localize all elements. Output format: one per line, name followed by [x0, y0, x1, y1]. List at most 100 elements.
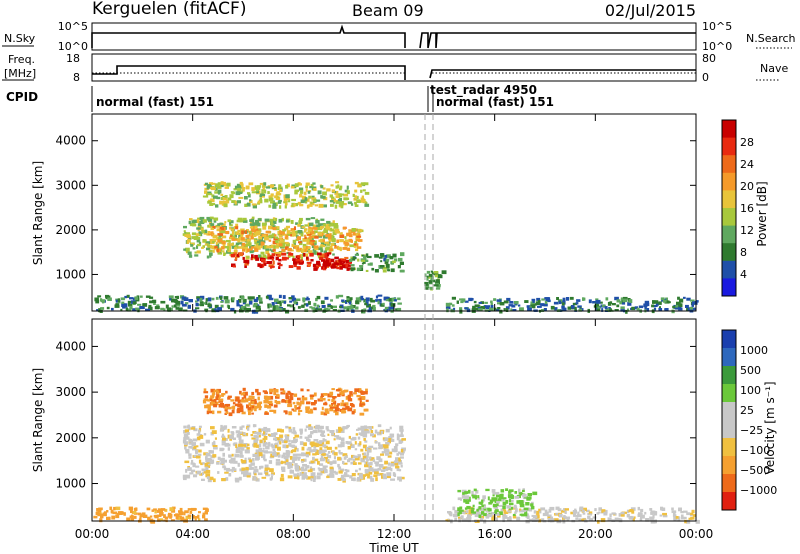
power-cell — [270, 184, 275, 188]
power-cell — [474, 307, 479, 311]
velocity-cell — [400, 452, 404, 456]
power-cell — [216, 225, 220, 228]
power-cell — [262, 225, 267, 230]
power-cell — [331, 239, 336, 243]
velocity-cell — [526, 515, 530, 520]
velocity-cell — [248, 467, 253, 470]
power-cell — [459, 309, 463, 314]
velocity-cell — [395, 443, 399, 447]
power-cell — [120, 308, 123, 312]
power-cell — [98, 308, 101, 313]
velocity-cell — [626, 509, 630, 514]
power-cell — [258, 199, 263, 204]
power-cell — [664, 308, 667, 311]
power-cell — [246, 248, 250, 253]
velocity-cell — [193, 445, 199, 448]
velocity-cell — [390, 438, 395, 442]
power-cell — [308, 204, 313, 207]
power-cell — [199, 301, 204, 304]
power-cell — [336, 239, 339, 243]
power-cell — [212, 235, 218, 239]
power-cell — [203, 302, 206, 305]
power-cell — [360, 295, 364, 300]
power-cell — [334, 228, 340, 233]
velocity-cell — [358, 388, 362, 391]
power-cell — [364, 203, 370, 207]
power-cell — [505, 308, 509, 312]
velocity-cell — [146, 507, 151, 511]
velocity-cell — [333, 456, 336, 460]
velocity-cell — [391, 448, 396, 452]
velocity-cell — [297, 474, 300, 477]
power-cell — [322, 244, 326, 248]
power-cell — [275, 240, 279, 243]
velocity-cell — [342, 390, 347, 393]
power-cell — [284, 205, 287, 209]
power-cell — [355, 237, 361, 240]
velocity-cell — [153, 515, 156, 518]
velocity-cell — [597, 520, 600, 524]
power-cell — [230, 233, 234, 237]
power-cell — [252, 234, 257, 237]
power-cell — [432, 272, 436, 276]
power-cell — [145, 295, 151, 298]
velocity-cell — [126, 517, 131, 521]
velocity-cell — [273, 434, 276, 438]
velocity-cell — [388, 436, 393, 440]
power-colorbar-tick: 28 — [740, 136, 754, 149]
velocity-cell — [231, 431, 235, 436]
power-cell — [281, 248, 286, 252]
velocity-cell — [332, 460, 337, 464]
velocity-cell — [318, 468, 324, 472]
velocity-cell — [365, 399, 369, 402]
power-cell — [343, 264, 348, 268]
power-cell — [255, 219, 259, 223]
velocity-cell — [500, 508, 504, 512]
velocity-cell — [157, 518, 161, 522]
velocity-cell — [673, 517, 676, 521]
power-cell — [582, 297, 586, 301]
power-cell — [267, 253, 270, 257]
power-cell — [627, 302, 632, 306]
velocity-cell — [306, 401, 311, 405]
power-cell — [338, 246, 342, 251]
velocity-cell — [205, 466, 209, 470]
power-cell — [365, 253, 369, 257]
velocity-cell — [177, 516, 180, 520]
velocity-cell — [237, 404, 241, 408]
power-cell — [310, 240, 315, 243]
velocity-cell — [196, 433, 201, 436]
velocity-cell — [246, 475, 251, 478]
velocity-cell — [281, 466, 286, 471]
velocity-cell — [300, 400, 305, 405]
power-cell — [336, 245, 340, 250]
velocity-cell — [502, 497, 507, 500]
power-cell — [196, 245, 199, 249]
power-cell — [191, 232, 197, 236]
power-cell — [230, 228, 235, 231]
velocity-cell — [351, 454, 355, 459]
velocity-cell — [266, 395, 271, 400]
power-cell — [305, 217, 311, 221]
power-cell — [281, 252, 287, 256]
power-cell — [293, 242, 296, 245]
power-cell — [224, 221, 227, 224]
velocity-cell — [243, 391, 248, 396]
velocity-cell — [386, 474, 391, 479]
power-cell — [160, 307, 165, 311]
power-cell — [291, 249, 294, 252]
power-cell — [149, 296, 154, 299]
velocity-cell — [572, 510, 577, 514]
velocity-cell — [382, 476, 387, 480]
power-cell — [527, 307, 532, 312]
power-cell — [249, 226, 254, 229]
power-cell — [425, 287, 429, 290]
velocity-cell — [323, 439, 327, 442]
velocity-cell — [530, 501, 534, 505]
power-cell — [383, 297, 386, 301]
velocity-cell — [311, 444, 314, 448]
velocity-cell — [238, 436, 242, 440]
power-cell — [313, 302, 317, 307]
velocity-cell — [316, 449, 321, 454]
